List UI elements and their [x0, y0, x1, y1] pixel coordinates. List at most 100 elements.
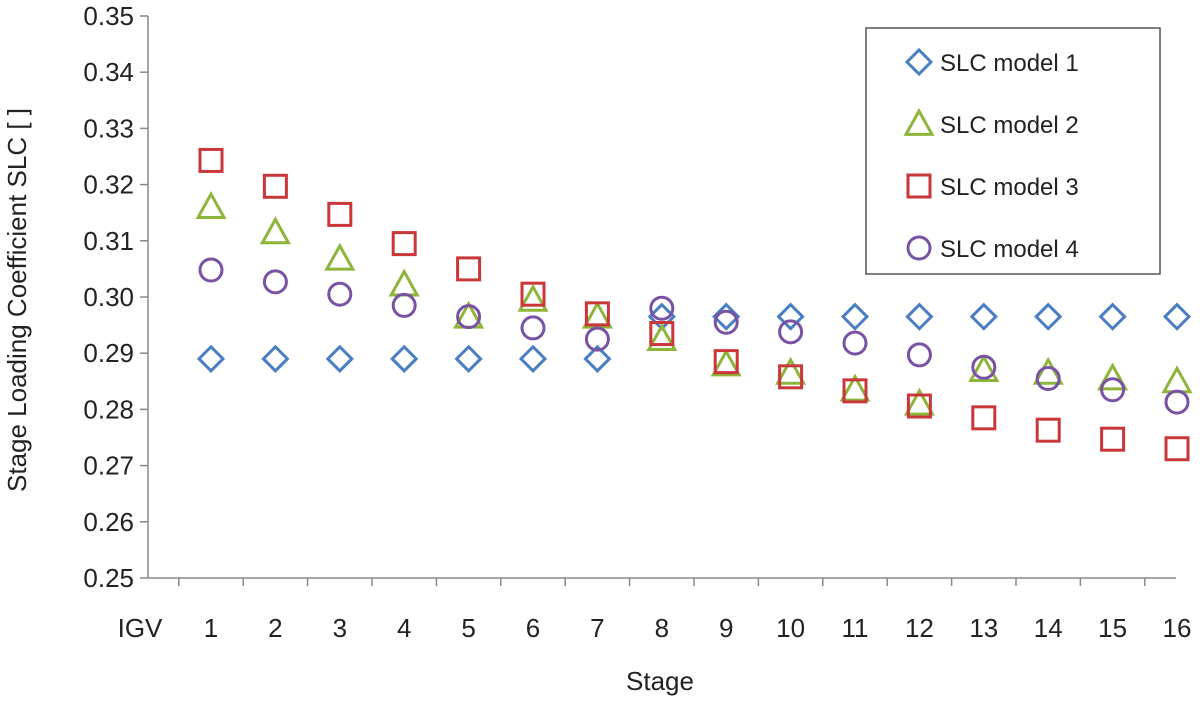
data-point: [839, 373, 871, 402]
x-tick-label: 11: [842, 613, 869, 643]
data-point: [324, 242, 356, 271]
data-point: [517, 283, 549, 312]
data-point: [325, 344, 354, 373]
data-point: [713, 349, 739, 375]
series-1: [196, 302, 1192, 373]
y-tick-label: 0.29: [83, 338, 134, 368]
data-point: [391, 231, 417, 257]
data-point: [262, 269, 288, 295]
data-point: [456, 304, 482, 330]
y-axis-title: Stage Loading Coefficient SLC [ ]: [2, 108, 32, 492]
data-point: [390, 344, 419, 373]
data-point: [778, 319, 804, 345]
data-point: [583, 344, 612, 373]
x-tick-label: 1: [204, 613, 218, 643]
data-point: [1100, 426, 1126, 452]
data-point: [584, 326, 610, 352]
data-point: [1034, 302, 1063, 331]
data-point: [1164, 436, 1190, 462]
data-point: [1164, 389, 1190, 415]
data-point: [259, 216, 291, 245]
legend-label: SLC model 4: [940, 236, 1079, 263]
data-point: [195, 190, 227, 219]
data-point: [906, 393, 932, 419]
data-point: [649, 295, 675, 321]
legend-item: SLC model 4: [906, 235, 1079, 263]
legend-marker: [906, 235, 932, 261]
y-tick-label: 0.27: [83, 451, 134, 481]
data-point: [969, 302, 998, 331]
data-point: [1035, 417, 1061, 443]
x-tick-label: 5: [461, 613, 475, 643]
data-point: [1161, 365, 1193, 394]
data-point: [646, 323, 678, 352]
y-tick-label: 0.25: [83, 563, 134, 593]
data-point: [713, 309, 739, 335]
data-point: [842, 330, 868, 356]
data-point: [778, 364, 804, 390]
data-point: [327, 201, 353, 227]
legend-label: SLC model 2: [940, 112, 1079, 139]
legend-label: SLC model 3: [940, 174, 1079, 201]
data-point: [196, 344, 226, 373]
data-point: [391, 292, 417, 318]
data-point: [710, 348, 742, 377]
data-point: [971, 354, 997, 380]
data-point: [1098, 302, 1127, 331]
legend-marker: [906, 173, 932, 199]
data-point: [261, 344, 290, 373]
series-3: [198, 147, 1190, 462]
x-tick-label: 8: [655, 613, 669, 643]
y-tick-label: 0.34: [83, 57, 134, 87]
data-point: [842, 378, 868, 404]
legend-marker: [903, 107, 935, 136]
data-point: [518, 344, 548, 373]
x-tick-label: 13: [969, 613, 998, 643]
x-axis-title: Stage: [626, 666, 694, 696]
x-tick-label: 3: [333, 613, 347, 643]
data-point: [971, 405, 997, 431]
x-tick-label: 6: [526, 613, 540, 643]
y-tick-label: 0.30: [83, 282, 134, 312]
legend-label: SLC model 1: [940, 50, 1079, 77]
legend-item: SLC model 2: [903, 107, 1079, 139]
legend-item: SLC model 1: [904, 47, 1079, 77]
data-point: [649, 321, 675, 347]
data-point: [1035, 365, 1061, 391]
data-point: [1100, 377, 1126, 403]
data-point: [903, 387, 935, 416]
y-tick-label: 0.33: [83, 113, 134, 143]
data-point: [327, 281, 353, 307]
data-point: [262, 173, 288, 199]
data-point: [198, 257, 224, 283]
data-point: [456, 256, 482, 282]
data-point: [840, 302, 870, 331]
data-point: [1032, 356, 1064, 385]
y-tick-label: 0.26: [83, 507, 134, 537]
data-point: [1097, 362, 1129, 391]
x-tick-label: 15: [1098, 613, 1127, 643]
data-point: [905, 302, 934, 331]
x-tick-label: 7: [590, 613, 604, 643]
y-tick-label: 0.35: [83, 1, 134, 31]
x-tick-label: 2: [268, 613, 282, 643]
data-point: [520, 315, 546, 341]
data-point: [520, 281, 546, 307]
data-point: [712, 302, 741, 331]
y-tick-label: 0.32: [83, 170, 134, 200]
x-tick-label: 16: [1163, 613, 1192, 643]
data-point: [1162, 302, 1192, 331]
y-tick-label: 0.28: [83, 394, 134, 424]
x-tick-label: 10: [776, 613, 805, 643]
x-tick-label: 9: [719, 613, 733, 643]
data-point: [906, 342, 932, 368]
data-point: [198, 147, 224, 173]
data-point: [775, 356, 807, 385]
y-tick-label: 0.31: [83, 226, 134, 256]
data-point: [454, 344, 483, 373]
x-tick-label: 12: [905, 613, 934, 643]
data-point: [388, 268, 420, 297]
series-2: [195, 190, 1193, 416]
x-tick-label: 4: [397, 613, 411, 643]
